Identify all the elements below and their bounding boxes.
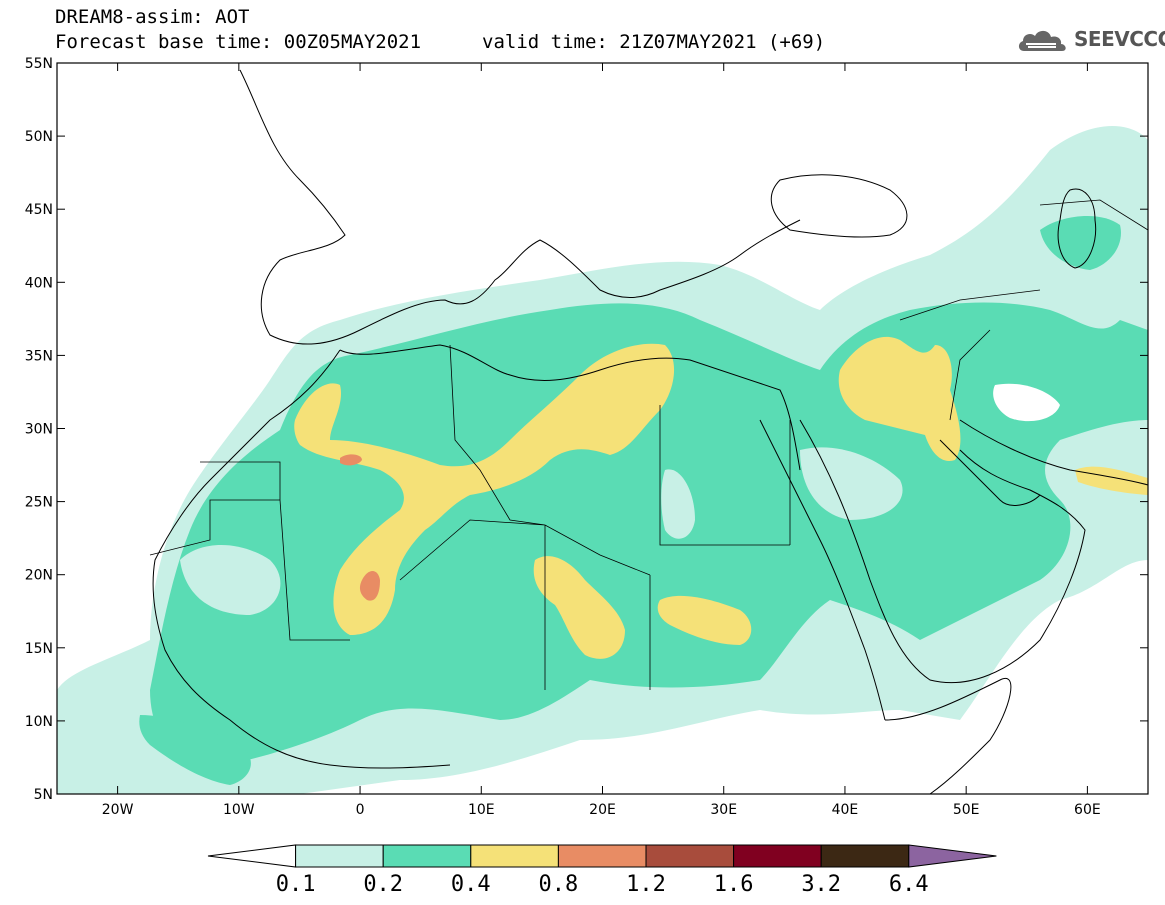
colorbar-segment <box>820 844 910 868</box>
aot-level-0.2-westafrica <box>139 715 251 785</box>
lat-label: 25N <box>25 495 53 511</box>
lat-label: 35N <box>25 348 53 364</box>
lat-label: 55N <box>25 56 53 72</box>
map-title: DREAM8-assim: AOT <box>55 6 250 28</box>
aot-clear-iran <box>993 383 1060 422</box>
arabia-coast <box>799 419 1086 684</box>
lat-label: 30N <box>25 422 53 438</box>
persian-gulf-coast <box>939 439 1041 506</box>
lat-label: 10N <box>25 714 53 730</box>
lon-label: 20W <box>102 802 134 818</box>
aot-level-0.4-chad <box>533 556 625 659</box>
black-sea-coast <box>770 174 908 238</box>
aot-level-0.4-sudan <box>657 595 752 645</box>
lat-label: 40N <box>25 275 53 291</box>
aot-level-0.8-niger <box>359 571 380 601</box>
caspian-coast <box>1057 188 1097 269</box>
aot-level-0.8-algeria <box>340 454 362 466</box>
colorbar-label: 3.2 <box>801 872 841 897</box>
colorbar-label: 6.4 <box>889 872 929 897</box>
europe-coast <box>239 69 801 345</box>
aot-clear-egypt <box>661 469 695 539</box>
colorbar-arrow-high <box>908 844 997 868</box>
iran-coast <box>959 419 1148 486</box>
aot-field <box>57 126 1148 794</box>
colorbar-segment <box>295 844 384 868</box>
colorbar-label: 1.2 <box>626 872 666 897</box>
longitude-axis: 20W 10W 0 10E 20E 30E 40E 50E 60E <box>102 63 1101 818</box>
aot-level-0.4-iraq <box>838 336 961 461</box>
aot-level-0.2-caspian <box>1040 215 1121 270</box>
africa-west-coast <box>152 349 451 769</box>
forecast-base-time: Forecast base time: 00Z05MAY2021 valid ti… <box>55 31 825 53</box>
lon-label: 60E <box>1074 802 1101 818</box>
forecast-base-time-text: Forecast base time: 00Z05MAY2021 <box>55 31 422 53</box>
colorbar-label: 0.8 <box>539 872 579 897</box>
lat-label: 50N <box>25 129 53 145</box>
latitude-axis: 55N 50N 45N 40N 35N 30N 25N 20N 15N 10N 5N <box>25 56 1148 803</box>
colorbar-segment <box>557 844 647 868</box>
lon-label: 50E <box>953 802 980 818</box>
colorbar-label: 1.6 <box>714 872 754 897</box>
lat-label: 20N <box>25 568 53 584</box>
lon-label: 20E <box>589 802 616 818</box>
aot-level-0.4-sahara <box>294 343 675 635</box>
lat-label: 45N <box>25 202 53 218</box>
east-africa-coast <box>884 677 1012 794</box>
lon-label: 0 <box>356 802 365 818</box>
coastlines <box>149 69 1148 794</box>
valid-time: valid time: 21Z07MAY2021 (+69) <box>482 31 826 53</box>
colorbar-arrow-low <box>207 844 297 868</box>
africa-north-coast <box>339 344 801 471</box>
colorbar-label: 0.1 <box>276 872 316 897</box>
cloud-logo-icon <box>1018 30 1066 51</box>
colorbar-segment <box>645 844 735 868</box>
aot-clear-arabia <box>800 447 903 520</box>
aot-clear-mali <box>180 545 281 615</box>
lon-label: 10W <box>223 802 255 818</box>
colorbar-label: 0.2 <box>363 872 403 897</box>
seevccc-logo: SEEVCCC <box>1016 25 1165 57</box>
border-algeria-libya <box>149 199 1148 690</box>
colorbar-segment <box>382 844 472 868</box>
logo-text: SEEVCCC <box>1074 27 1165 51</box>
red-sea-coast <box>759 419 886 721</box>
lon-label: 10E <box>468 802 495 818</box>
colorbar: 0.1 0.2 0.4 0.8 1.2 1.6 3.2 6.4 <box>207 844 997 897</box>
colorbar-segment <box>470 844 559 868</box>
lon-label: 40E <box>832 802 859 818</box>
lon-label: 30E <box>710 802 737 818</box>
colorbar-label: 0.4 <box>451 872 491 897</box>
lat-label: 5N <box>34 787 53 803</box>
colorbar-segment <box>733 844 822 868</box>
lat-label: 15N <box>25 641 53 657</box>
